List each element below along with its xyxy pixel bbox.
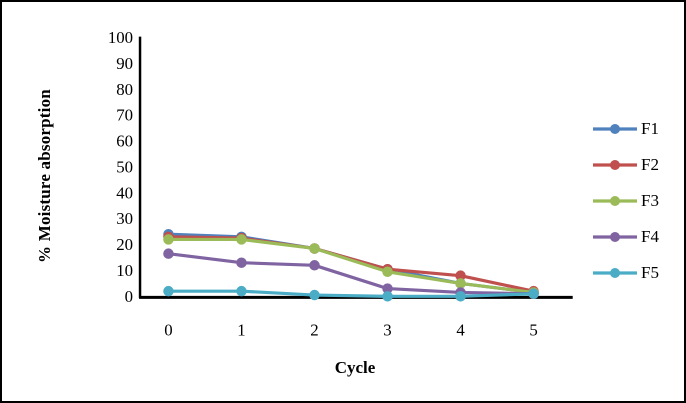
- legend-label: F1: [641, 119, 659, 138]
- series-F3-marker: [236, 234, 247, 245]
- legend-item-F5: F5: [591, 262, 659, 284]
- series-F5-marker: [236, 285, 247, 297]
- x-tick-label: 2: [310, 321, 318, 340]
- chart-legend: F1 F2 F3 F4 F5: [591, 118, 659, 284]
- legend-item-F2: F2: [591, 154, 659, 176]
- y-tick-label: 90: [116, 54, 133, 73]
- series-F1-line: [166, 232, 536, 295]
- series-F3-marker: [163, 234, 174, 245]
- y-axis-title: % Moisture absorption: [35, 89, 54, 263]
- legend-line-marker-icon: [593, 232, 637, 242]
- x-tick-label: 0: [164, 321, 172, 340]
- y-tick-label: 70: [116, 106, 133, 125]
- series-F2-line: [166, 235, 536, 293]
- legend-line-marker-icon: [593, 124, 637, 134]
- series-F5-marker: [455, 291, 466, 302]
- legend-label: F2: [641, 155, 659, 174]
- legend-label: F3: [641, 191, 659, 210]
- series-F5-marker: [309, 289, 320, 301]
- y-tick-label: 10: [116, 261, 133, 280]
- x-tick-label: 3: [383, 321, 391, 340]
- series-F4-marker: [309, 260, 320, 271]
- series-F3-line: [166, 237, 536, 295]
- series-F4-line: [166, 252, 536, 296]
- series-F3-marker: [309, 243, 320, 254]
- legend-line-marker-icon: [593, 268, 637, 278]
- x-tick-label: 4: [456, 321, 465, 340]
- series-F3-marker: [455, 278, 466, 289]
- y-tick-label: 30: [116, 209, 133, 228]
- legend-line-marker-icon: [593, 196, 637, 206]
- legend-item-F1: F1: [591, 118, 659, 140]
- series-F5-line: [166, 289, 536, 298]
- y-tick-label: 40: [116, 183, 133, 202]
- series-F4-marker: [163, 248, 174, 259]
- x-axis-title: Cycle: [334, 358, 376, 377]
- x-tick-label: 1: [237, 321, 245, 340]
- y-tick-label: 100: [108, 28, 133, 47]
- legend-label: F4: [641, 227, 659, 246]
- series-F5-marker: [163, 285, 174, 297]
- series-F5-marker: [382, 291, 393, 302]
- legend-line-marker-icon: [593, 160, 637, 170]
- legend-item-F3: F3: [591, 190, 659, 212]
- y-tick-label: 50: [116, 157, 133, 176]
- y-tick-label: 0: [125, 287, 133, 306]
- series-F3-marker: [382, 266, 393, 278]
- legend-item-F4: F4: [591, 226, 659, 248]
- y-tick-label: 20: [116, 235, 133, 254]
- y-tick-label: 80: [116, 80, 133, 99]
- legend-label: F5: [641, 263, 659, 282]
- series-F4-marker: [236, 257, 247, 268]
- series-F5-marker: [528, 288, 539, 300]
- y-tick-label: 60: [116, 132, 133, 151]
- x-tick-label: 5: [529, 321, 537, 340]
